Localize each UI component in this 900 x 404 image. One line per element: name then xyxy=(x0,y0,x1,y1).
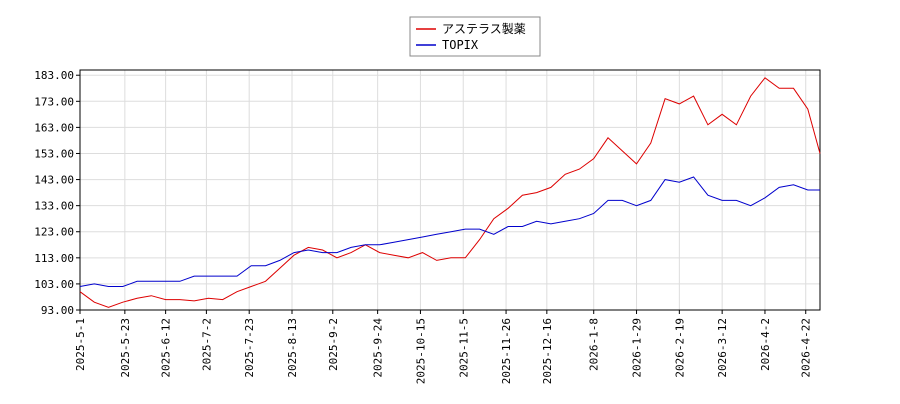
x-tick-label: 2026-1-29 xyxy=(631,318,644,378)
series-line xyxy=(79,176,820,287)
x-tick-label: 2026-2-19 xyxy=(673,318,686,378)
x-tick-label: 2026-4-22 xyxy=(800,318,813,378)
y-tick-label: 143.00 xyxy=(34,174,74,187)
legend-label: アステラス製薬 xyxy=(442,22,526,36)
series-line xyxy=(79,77,821,308)
y-tick-label: 163.00 xyxy=(34,121,74,134)
y-tick-label: 183.00 xyxy=(34,69,74,82)
y-tick-label: 153.00 xyxy=(34,147,74,160)
y-tick-label: 123.00 xyxy=(34,226,74,239)
legend-box xyxy=(409,16,541,57)
x-tick-label: 2025-11-26 xyxy=(500,318,513,384)
x-tick-label: 2026-4-2 xyxy=(759,318,772,371)
x-tick-label: 2025-9-2 xyxy=(327,318,340,371)
legend-label: TOPIX xyxy=(442,38,479,52)
plot-frame xyxy=(79,69,821,311)
y-tick-label: 133.00 xyxy=(34,200,74,213)
y-tick-label: 103.00 xyxy=(34,278,74,291)
x-tick-label: 2025-5-23 xyxy=(119,318,132,378)
x-tick-label: 2025-9-24 xyxy=(372,318,385,378)
y-tick-label: 93.00 xyxy=(41,304,74,317)
x-tick-label: 2025-8-13 xyxy=(286,318,299,378)
x-tick-label: 2025-7-23 xyxy=(243,318,256,378)
x-tick-label: 2025-11-5 xyxy=(457,318,470,378)
x-tick-label: 2025-5-1 xyxy=(74,318,87,371)
x-tick-label: 2025-10-15 xyxy=(414,318,427,384)
x-tick-label: 2026-3-12 xyxy=(716,318,729,378)
y-tick-label: 173.00 xyxy=(34,95,74,108)
x-tick-label: 2026-1-8 xyxy=(588,318,601,371)
x-tick-label: 2025-7-2 xyxy=(200,318,213,371)
x-tick-label: 2025-6-12 xyxy=(160,318,173,378)
x-tick-label: 2025-12-16 xyxy=(541,318,554,384)
y-tick-label: 113.00 xyxy=(34,252,74,265)
